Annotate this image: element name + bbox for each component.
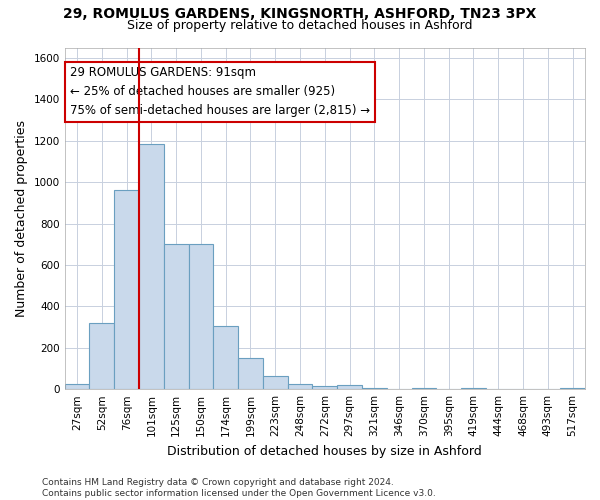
Bar [560, 388, 585, 389]
Text: 29 ROMULUS GARDENS: 91sqm
← 25% of detached houses are smaller (925)
75% of semi: 29 ROMULUS GARDENS: 91sqm ← 25% of detac… [70, 66, 370, 118]
Bar [238, 358, 263, 389]
Text: Contains HM Land Registry data © Crown copyright and database right 2024.
Contai: Contains HM Land Registry data © Crown c… [42, 478, 436, 498]
Bar [89, 323, 114, 389]
Bar [214, 326, 238, 389]
Bar [412, 388, 436, 389]
Bar [188, 244, 214, 389]
X-axis label: Distribution of detached houses by size in Ashford: Distribution of detached houses by size … [167, 444, 482, 458]
Bar [461, 388, 486, 389]
Bar [287, 384, 313, 389]
Bar [337, 385, 362, 389]
Bar [263, 376, 287, 389]
Text: Size of property relative to detached houses in Ashford: Size of property relative to detached ho… [127, 19, 473, 32]
Bar [139, 144, 164, 389]
Text: 29, ROMULUS GARDENS, KINGSNORTH, ASHFORD, TN23 3PX: 29, ROMULUS GARDENS, KINGSNORTH, ASHFORD… [64, 8, 536, 22]
Y-axis label: Number of detached properties: Number of detached properties [15, 120, 28, 317]
Bar [362, 388, 387, 389]
Bar [164, 244, 188, 389]
Bar [114, 190, 139, 389]
Bar [313, 386, 337, 389]
Bar [65, 384, 89, 389]
